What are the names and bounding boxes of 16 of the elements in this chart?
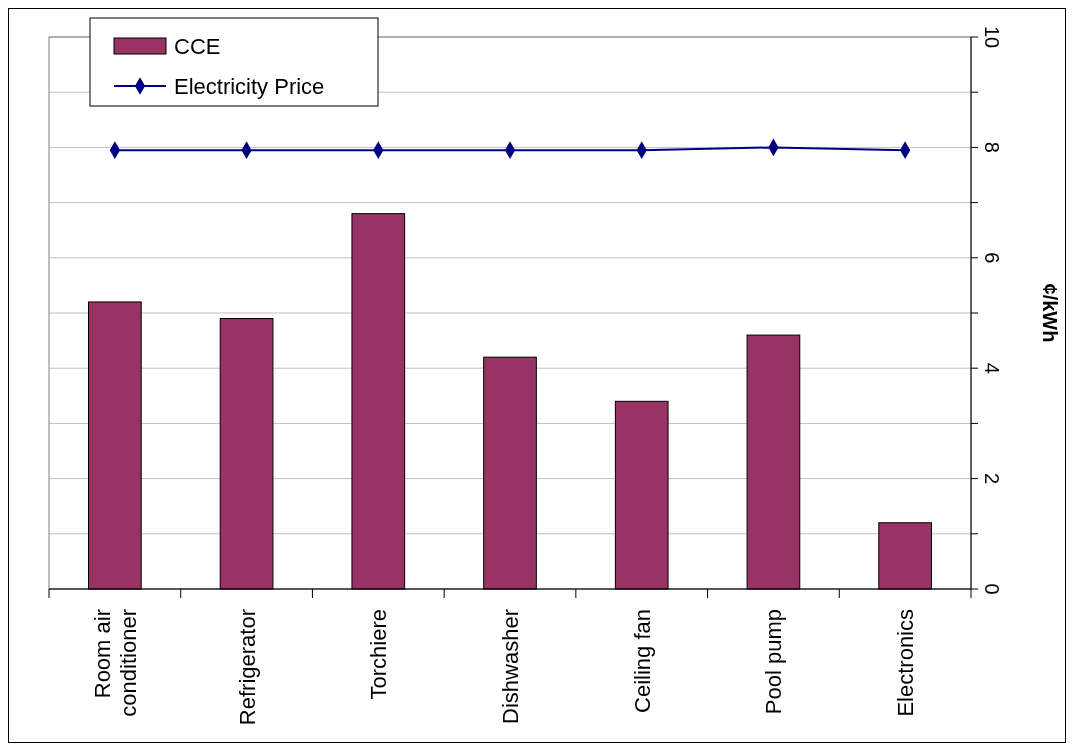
x-tick-label: Ceiling fan (629, 609, 655, 713)
y-tick-label: 4 (981, 362, 1003, 374)
legend-label: CCE (174, 34, 221, 59)
y-tick-label: 2 (981, 473, 1003, 485)
legend-label: Electricity Price (174, 74, 325, 99)
x-tick-label: Refrigerator (234, 609, 260, 726)
y-tick-label: 6 (981, 252, 1003, 264)
x-tick-label: Electronics (893, 609, 919, 717)
y-tick-label: 0 (981, 583, 1003, 595)
y-axis-title: ¢/kWh (1039, 283, 1061, 343)
y-tick-label: 10 (981, 25, 1003, 49)
x-tick-label: Pool pump (761, 609, 787, 715)
x-tick-label: Torchiere (366, 609, 392, 700)
x-tick-label: Dishwasher (498, 609, 523, 724)
y-tick-label: 8 (981, 141, 1003, 153)
x-tick-label: Room air conditioner (89, 609, 141, 717)
